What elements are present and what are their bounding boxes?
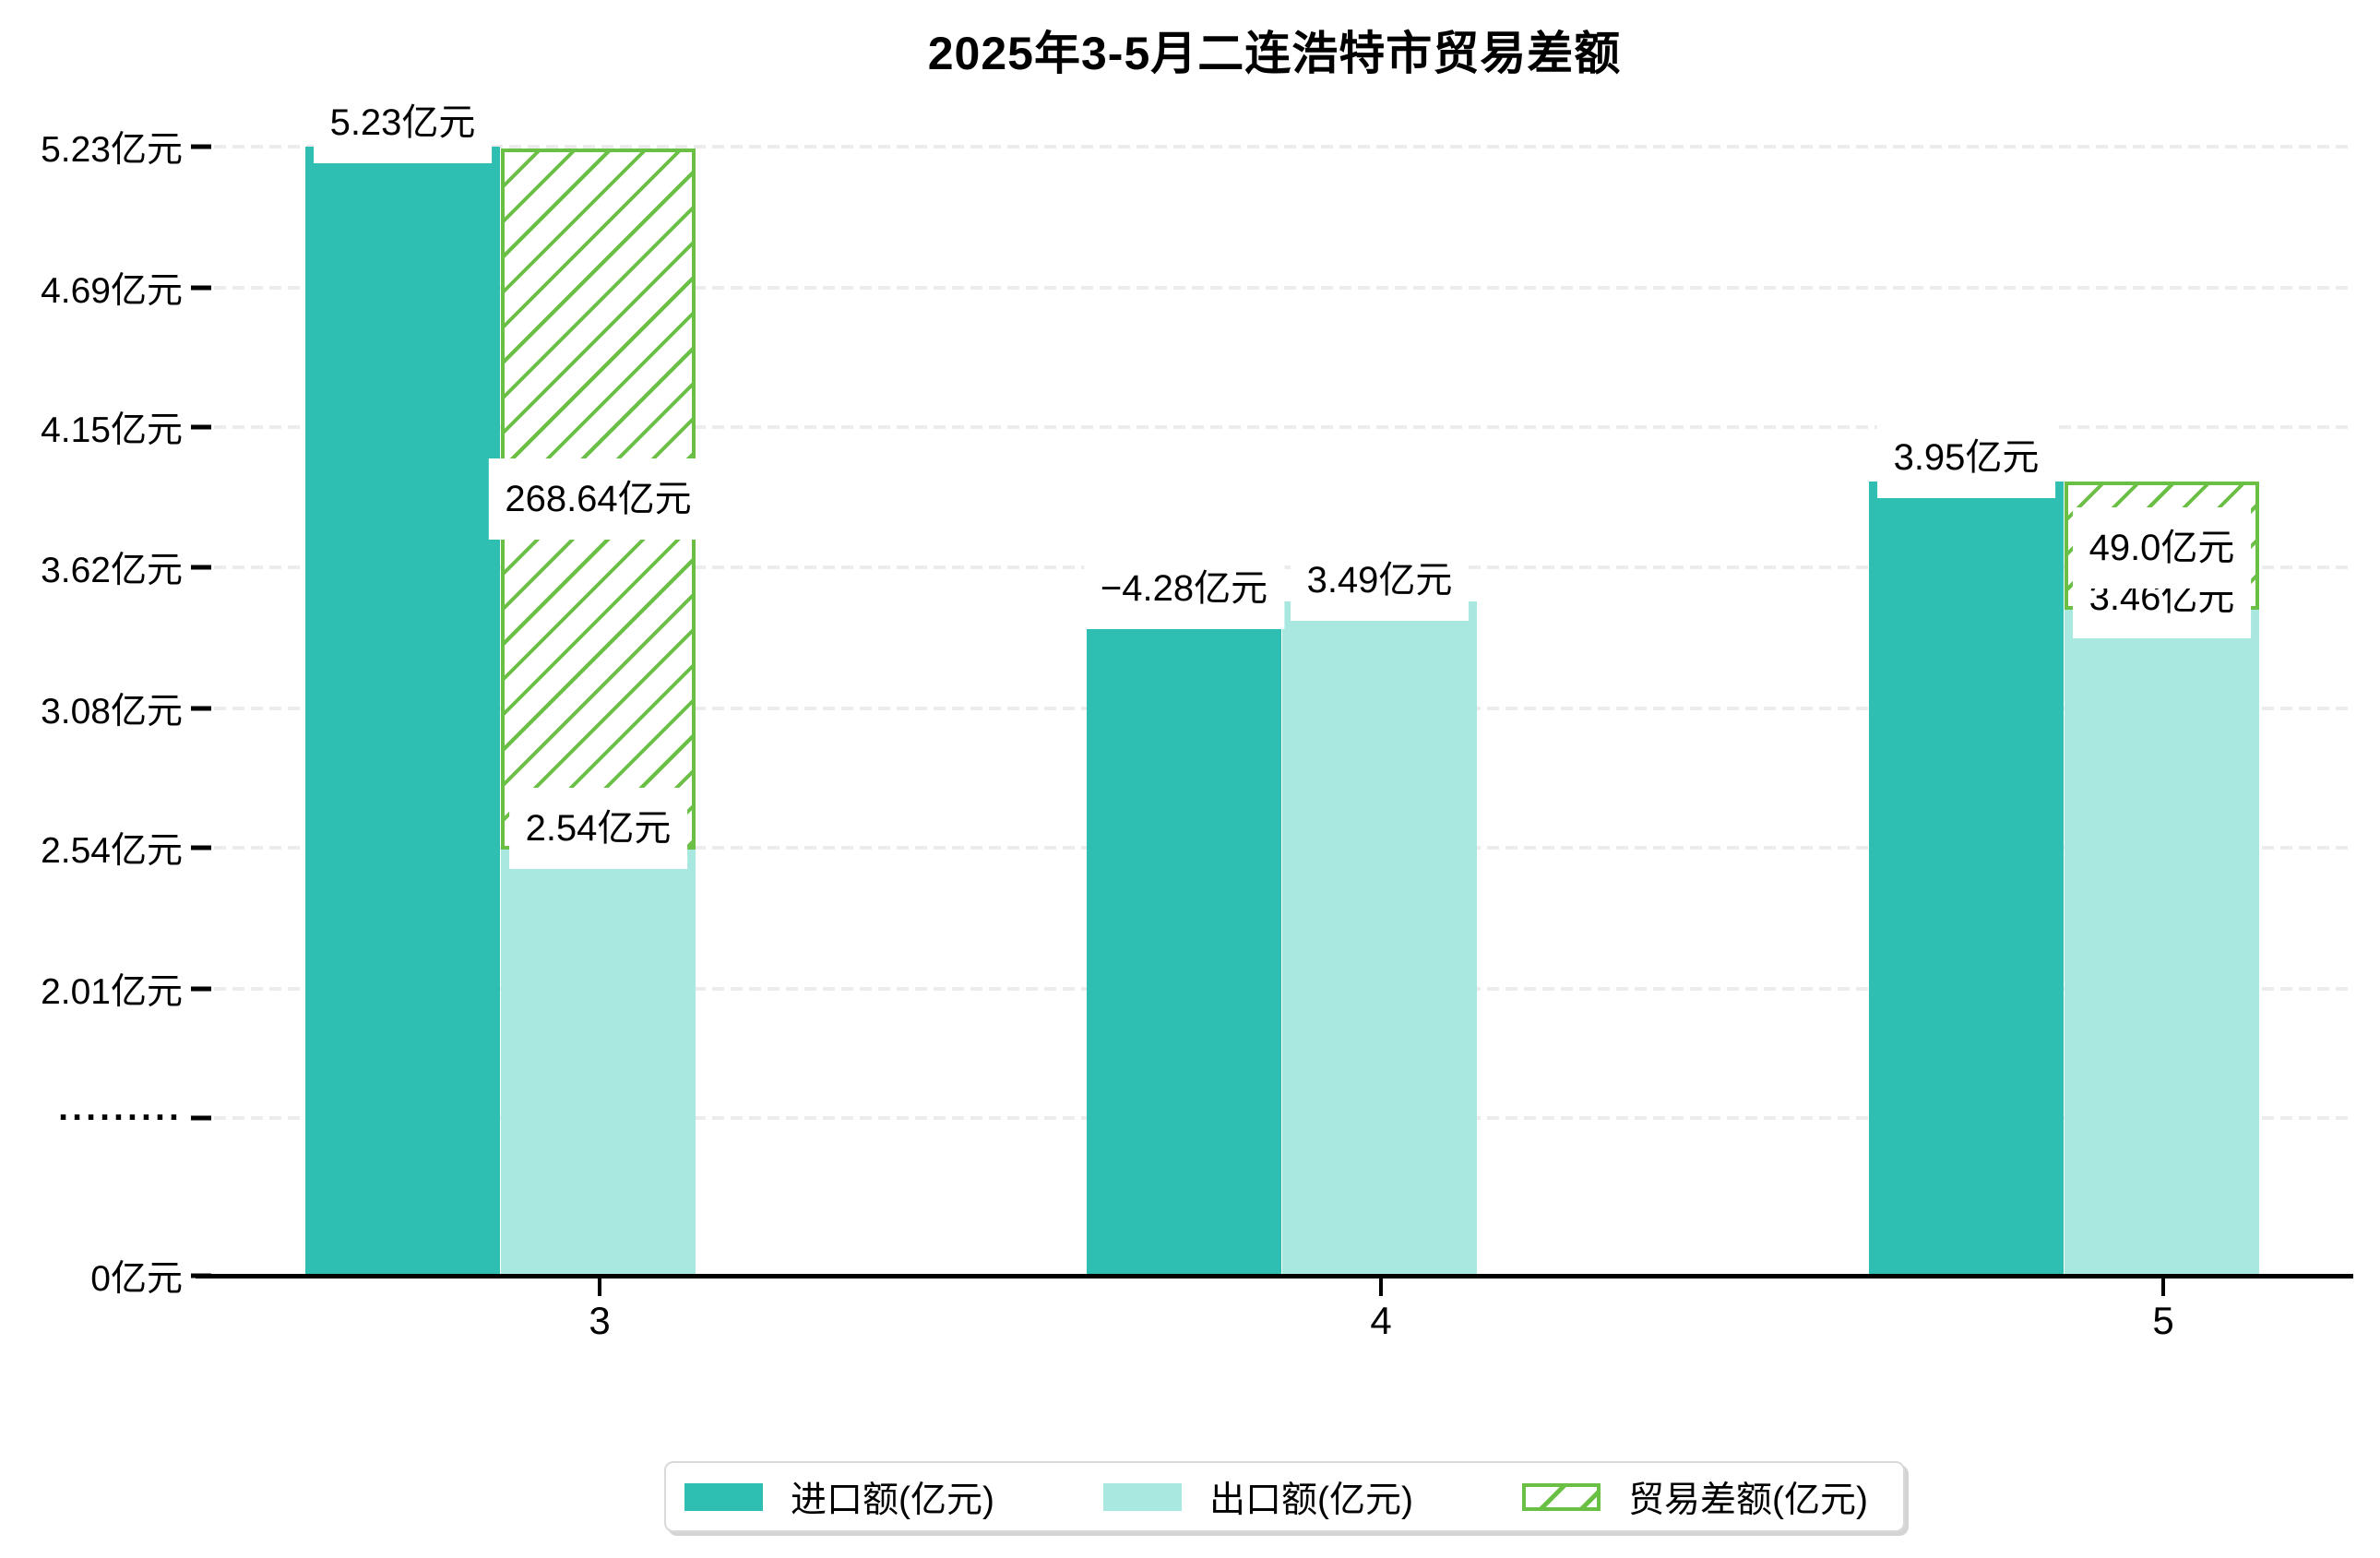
- chart-title: 2025年3-5月二连浩特市贸易差额: [927, 28, 1622, 79]
- export-value-label: 3.49亿元: [1290, 540, 1470, 622]
- import-value-label: −4.28亿元: [1083, 548, 1285, 630]
- import-value-label: 5.23亿元: [313, 82, 493, 164]
- x-tick-mark: [2161, 1279, 2165, 1296]
- export-bar: [501, 850, 696, 1274]
- legend-label-export: 出口额(亿元): [1208, 1480, 1413, 1520]
- y-tick-mark: [191, 424, 211, 430]
- import-value-label: 3.95亿元: [1876, 417, 2056, 499]
- gridline: [196, 285, 2353, 290]
- y-tick-mark: [191, 285, 211, 290]
- y-tick-mark: [191, 986, 211, 991]
- import-bar: [1087, 612, 1281, 1274]
- trade-diff-value-label: 49.0亿元: [2072, 507, 2252, 589]
- y-tick-mark: [191, 1115, 211, 1121]
- legend-entry-export: 出口额(亿元): [1102, 1471, 1413, 1523]
- y-tick-mark: [191, 845, 211, 850]
- y-tick-mark: [191, 565, 211, 570]
- diff-hatch-swatch-icon: [1521, 1482, 1601, 1511]
- gridline: [196, 425, 2353, 430]
- y-tick-mark: [191, 706, 211, 710]
- import-swatch-icon: [684, 1482, 763, 1511]
- x-tick-label: 3: [589, 1299, 611, 1342]
- y-tick-label: 2.01亿元: [41, 971, 183, 1012]
- y-tick-label: 2.54亿元: [41, 831, 183, 872]
- export-bar: [2065, 609, 2259, 1274]
- export-swatch-icon: [1102, 1482, 1182, 1511]
- x-tick-label: 4: [1370, 1299, 1392, 1342]
- y-tick-label: 3.62亿元: [41, 551, 183, 591]
- trade-diff-value-label: 268.64亿元: [488, 458, 708, 540]
- gridline: [196, 145, 2353, 149]
- y-tick-label: 0亿元: [90, 1259, 183, 1299]
- y-tick-label: 4.15亿元: [41, 410, 183, 451]
- x-tick-mark: [1379, 1279, 1383, 1296]
- y-tick-label: 3.08亿元: [41, 691, 183, 731]
- legend-entry-diff: 贸易差额(亿元): [1521, 1471, 1868, 1523]
- y-tick-mark: [191, 144, 211, 149]
- import-bar: [1869, 482, 2064, 1274]
- x-tick-label: 5: [2152, 1299, 2174, 1342]
- x-axis-line: [196, 1274, 2353, 1279]
- y-tick-label: 4.69亿元: [41, 270, 183, 311]
- legend-label-import: 进口额(亿元): [791, 1480, 994, 1520]
- export-value-label: 2.54亿元: [508, 788, 688, 870]
- x-tick-mark: [598, 1279, 601, 1296]
- legend-label-diff: 贸易差额(亿元): [1627, 1480, 1868, 1520]
- y-tick-label: 5.23亿元: [41, 130, 183, 171]
- legend: 进口额(亿元) 出口额(亿元) 贸易差额(亿元): [664, 1461, 1905, 1532]
- export-bar: [1282, 601, 1477, 1274]
- y-axis-break-label: ·········: [58, 1098, 183, 1137]
- legend-entry-import: 进口额(亿元): [684, 1471, 994, 1523]
- import-bar: [305, 147, 500, 1274]
